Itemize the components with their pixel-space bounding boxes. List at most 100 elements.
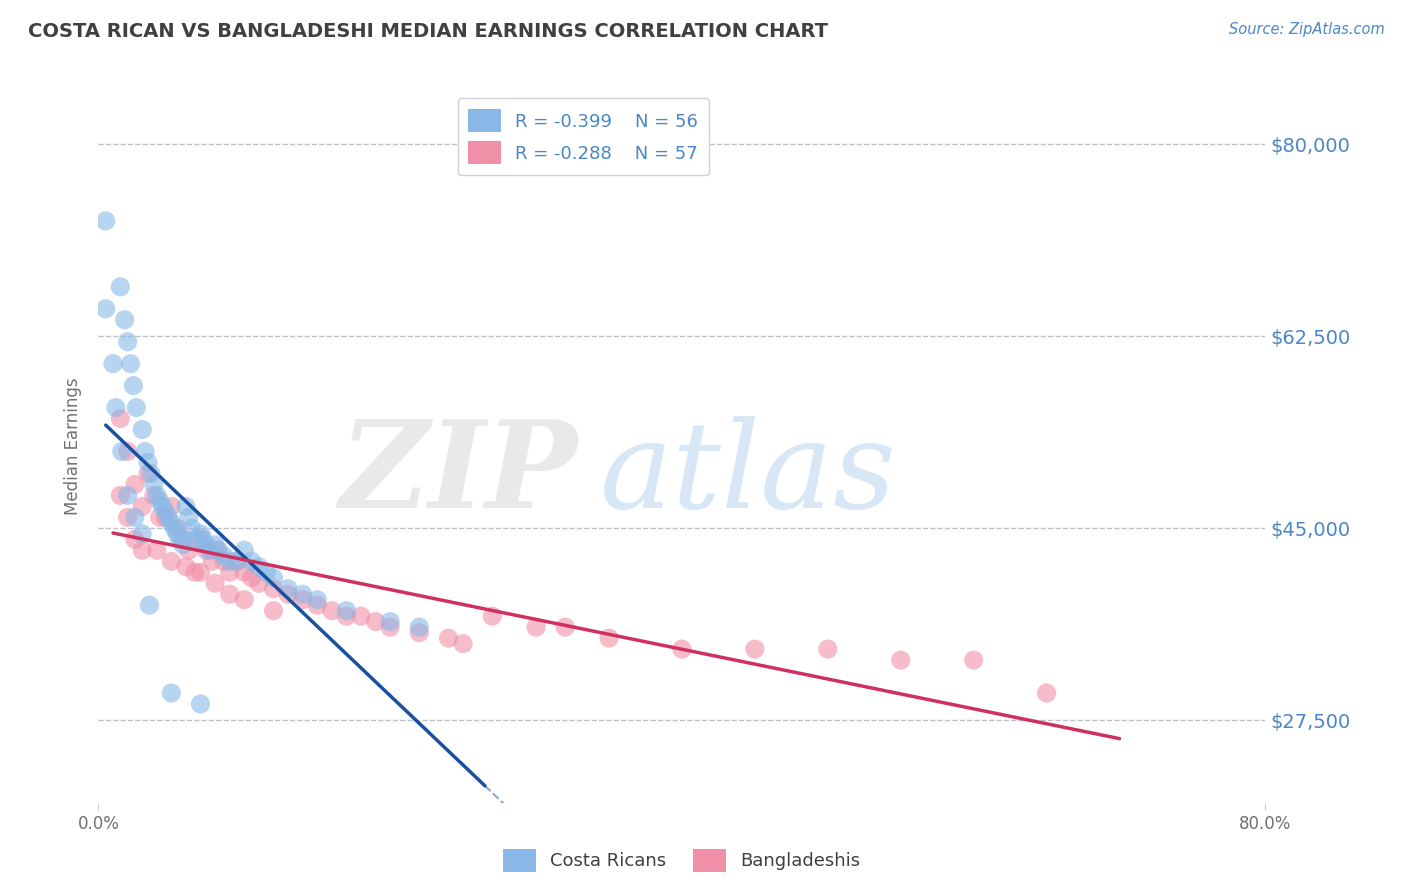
Y-axis label: Median Earnings: Median Earnings [65,377,83,515]
Point [174,500,197,514]
Point [101,357,124,371]
Point [204,538,226,552]
Text: ZIP: ZIP [339,416,576,533]
Point [201,554,224,568]
Point [180,521,202,535]
Point [233,543,256,558]
Point [378,620,402,634]
Point [117,444,139,458]
Point [138,598,160,612]
Point [124,510,146,524]
Point [226,554,249,568]
Point [160,554,183,568]
Legend: Costa Ricans, Bangladeshis: Costa Ricans, Bangladeshis [496,842,868,880]
Point [117,334,139,349]
Point [166,521,188,535]
Point [254,566,277,580]
Point [451,637,474,651]
Point [155,510,177,524]
Point [142,488,165,502]
Point [149,510,172,524]
Point [218,554,240,568]
Point [190,533,212,547]
Point [364,615,387,629]
Point [160,500,183,514]
Point [110,488,132,502]
Point [1035,686,1057,700]
Point [671,642,693,657]
Point [131,500,153,514]
Point [240,571,263,585]
Point [94,301,117,316]
Point [120,357,142,371]
Point [193,533,215,547]
Point [117,488,139,502]
Text: Source: ZipAtlas.com: Source: ZipAtlas.com [1229,22,1385,37]
Point [136,467,159,481]
Point [277,587,299,601]
Point [307,598,329,612]
Point [744,642,766,657]
Point [146,543,169,558]
Point [122,378,145,392]
Point [247,559,270,574]
Point [207,543,229,558]
Point [195,543,218,558]
Point [104,401,127,415]
Point [131,543,153,558]
Point [124,477,146,491]
Point [350,609,373,624]
Point [110,411,132,425]
Point [307,592,329,607]
Point [291,592,314,607]
Point [183,533,205,547]
Point [160,686,183,700]
Point [262,571,284,585]
Point [125,401,148,415]
Point [437,631,460,645]
Point [204,576,226,591]
Point [114,312,136,326]
Point [408,625,430,640]
Point [163,521,186,535]
Point [247,576,270,591]
Point [157,510,180,524]
Point [321,604,343,618]
Point [124,533,146,547]
Point [110,280,132,294]
Point [172,538,194,552]
Point [408,620,430,634]
Point [172,533,194,547]
Point [177,510,200,524]
Point [817,642,839,657]
Point [226,554,249,568]
Point [131,423,153,437]
Point [598,631,620,645]
Point [335,604,357,618]
Point [962,653,984,667]
Point [166,526,188,541]
Point [146,488,169,502]
Point [117,510,139,524]
Point [554,620,576,634]
Point [233,566,256,580]
Point [212,554,235,568]
Point [169,533,191,547]
Point [190,526,212,541]
Point [218,566,240,580]
Point [212,549,235,563]
Point [198,543,221,558]
Point [890,653,912,667]
Point [524,620,547,634]
Point [131,526,153,541]
Point [152,500,174,514]
Point [134,444,156,458]
Point [183,566,205,580]
Point [142,477,165,491]
Point [177,543,200,558]
Point [291,587,314,601]
Point [136,455,159,469]
Point [195,538,218,552]
Point [378,615,402,629]
Point [240,554,263,568]
